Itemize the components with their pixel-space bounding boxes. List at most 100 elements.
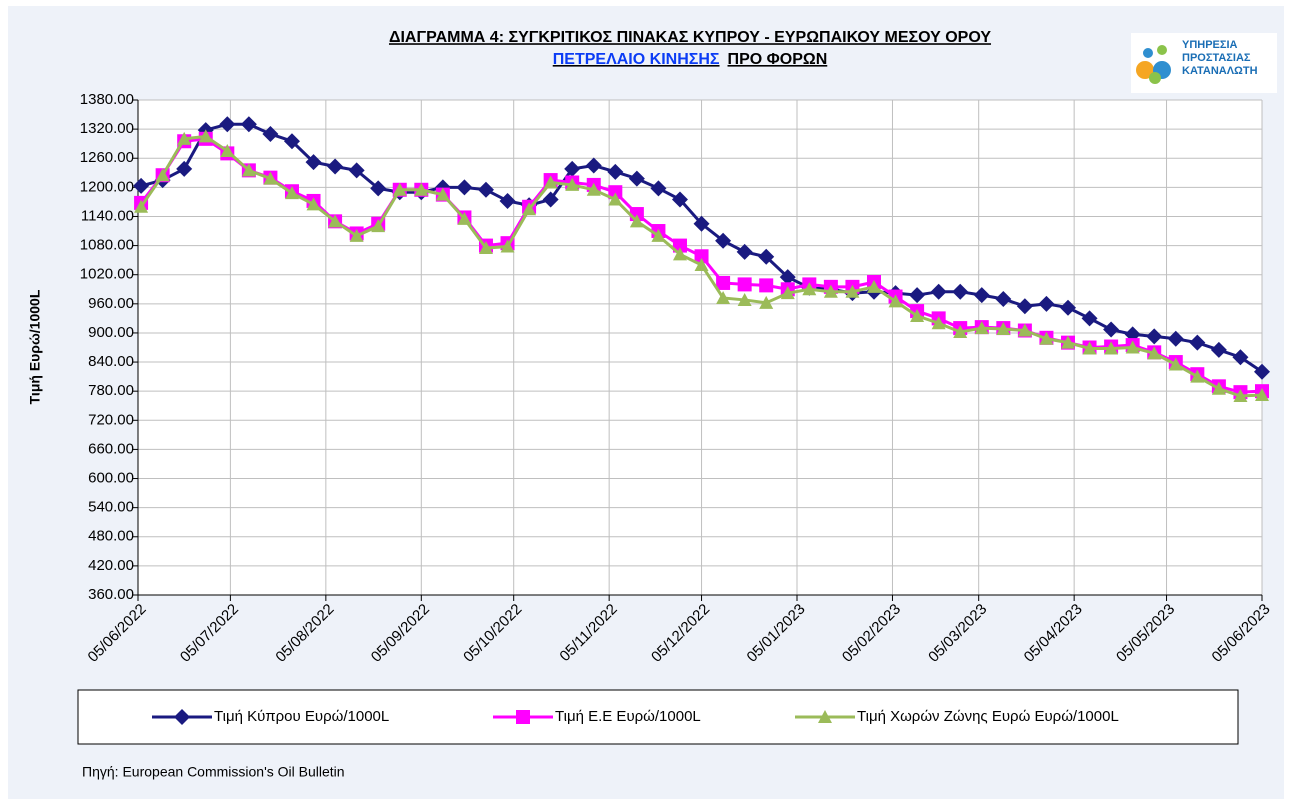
point (779, 269, 796, 286)
point (737, 277, 752, 292)
y-tick-label: 720.00 (88, 411, 134, 428)
point (715, 232, 732, 249)
point (651, 228, 666, 242)
subtitle-link[interactable]: ΠΕΤΡΕΛΑΙΟ ΚΙΝΗΣΗΣ (553, 51, 720, 68)
point (716, 291, 731, 304)
y-tick-label: 1200.00 (80, 178, 134, 195)
point (845, 284, 860, 298)
y-tick-label: 600.00 (88, 469, 134, 486)
point (737, 292, 752, 306)
point (758, 248, 775, 265)
point (802, 282, 817, 296)
point (888, 294, 903, 308)
point (1189, 334, 1206, 351)
point (176, 160, 193, 177)
point (155, 168, 170, 182)
point (931, 316, 946, 330)
point (564, 160, 581, 177)
point (608, 192, 623, 206)
logo-line: ΚΑΤΑΝΑΛΩΤΗ (1182, 65, 1258, 77)
y-tick-label: 900.00 (88, 324, 134, 341)
point (586, 182, 601, 196)
y-axis-label: Τιμή Ευρώ/1000L (27, 289, 43, 404)
point (198, 129, 213, 143)
point (930, 283, 947, 300)
point (866, 279, 881, 293)
y-tick-label: 480.00 (88, 528, 134, 545)
point (177, 131, 192, 145)
legend-marker (516, 710, 530, 724)
point (973, 287, 990, 304)
point (1104, 341, 1119, 355)
point (1233, 389, 1248, 403)
legend-label: Τιμή Χωρών Ζώνης Ευρώ Ευρώ/1000L (857, 708, 1119, 725)
source-note: Πηγή: European Commission's Oil Bulletin (82, 764, 345, 780)
point (542, 191, 559, 208)
point (263, 171, 278, 185)
point (284, 186, 299, 200)
point (499, 192, 516, 209)
point (1125, 340, 1140, 354)
point (435, 187, 450, 201)
point (1039, 331, 1054, 345)
point (759, 295, 774, 309)
y-tick-label: 1380.00 (80, 91, 134, 108)
point (328, 214, 343, 228)
point (306, 197, 321, 211)
point (240, 116, 257, 133)
point (478, 241, 493, 255)
y-tick-label: 1020.00 (80, 266, 134, 283)
point (371, 219, 386, 233)
point (457, 211, 472, 225)
y-tick-label: 360.00 (88, 586, 134, 603)
point (952, 283, 969, 300)
point (759, 278, 774, 293)
point (694, 258, 709, 271)
point (995, 290, 1012, 307)
legend-label: Τιμή Ε.Ε Ευρώ/1000L (555, 708, 701, 725)
point (1211, 381, 1226, 395)
point (716, 275, 731, 290)
point (1168, 357, 1183, 371)
subtitle-rest: ΠΡΟ ΦΟΡΩΝ (728, 51, 828, 68)
point (262, 125, 279, 142)
legend-label: Τιμή Κύπρου Ευρώ/1000L (214, 708, 389, 725)
point (305, 154, 322, 171)
point (1167, 330, 1184, 347)
point (823, 284, 838, 298)
point (1232, 349, 1249, 366)
point (608, 185, 623, 200)
point (1210, 341, 1227, 358)
y-tick-label: 1260.00 (80, 149, 134, 166)
point (349, 228, 364, 242)
point (565, 177, 580, 191)
point (1254, 363, 1270, 380)
point (953, 324, 968, 338)
legend (77, 689, 1239, 745)
point (543, 175, 558, 189)
chart-title: ΔΙΑΓΡΑΜΜΑ 4: ΣΥΓΚΡΙΤΙΚΟΣ ΠΙΝΑΚΑΣ ΚΥΠΡΟΥ … (389, 29, 991, 46)
point (133, 177, 150, 194)
legend-marker (818, 710, 832, 723)
point (1081, 310, 1098, 327)
point (220, 143, 235, 157)
point (134, 199, 149, 213)
point (370, 180, 387, 197)
point (414, 182, 429, 196)
point (1038, 295, 1055, 312)
point (585, 157, 602, 174)
point (672, 238, 687, 253)
y-tick-label: 780.00 (88, 382, 134, 399)
point (522, 202, 537, 216)
point (1103, 321, 1120, 338)
point (736, 243, 753, 260)
point (910, 308, 925, 322)
point (1146, 328, 1163, 345)
point (1017, 323, 1032, 337)
point (1255, 388, 1269, 402)
point (219, 116, 236, 133)
point (694, 249, 709, 264)
y-tick-label: 1320.00 (80, 120, 134, 137)
point (1190, 369, 1205, 383)
